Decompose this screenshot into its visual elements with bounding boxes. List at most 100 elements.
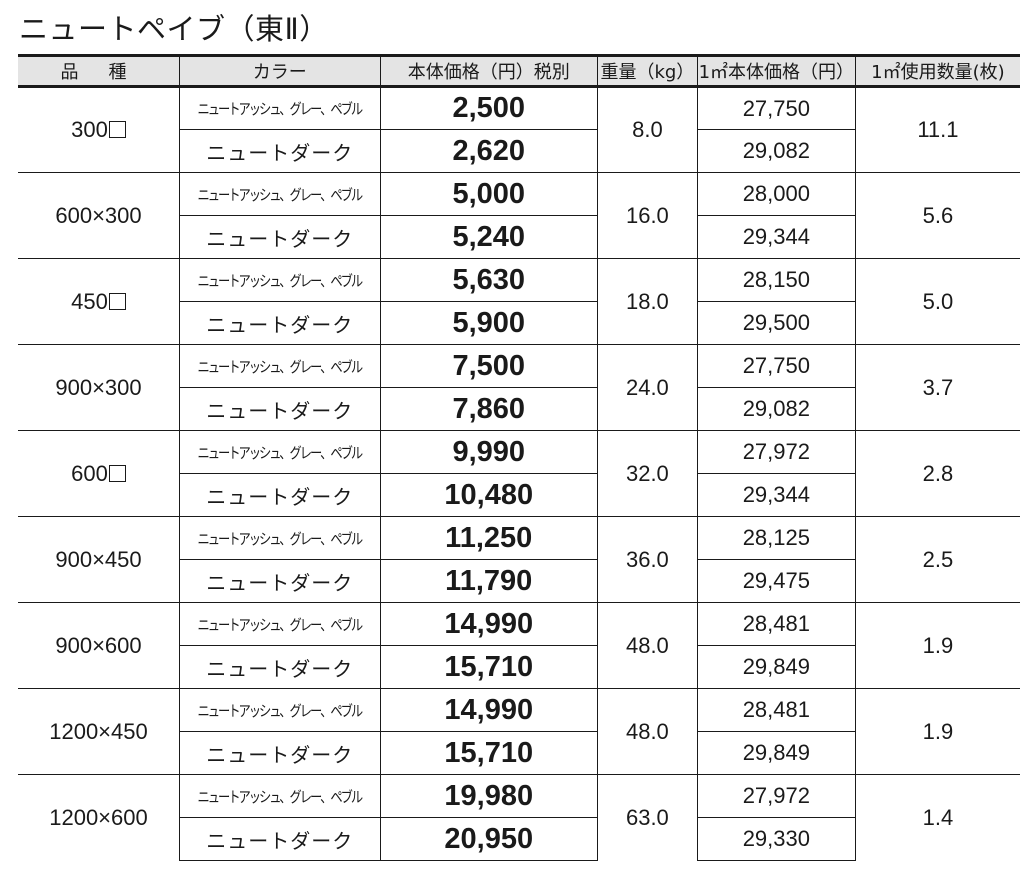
table-row: 1200×450 ニュートアッシュ、グレー、ペブル 14,990 48.0 28,481… — [18, 688, 1020, 775]
kind-cell: 1200×600 — [18, 774, 180, 861]
m2-qty-cell: 5.6 — [854, 172, 1020, 259]
color-cell: ニュートアッシュ、グレー、ペブル — [197, 86, 364, 130]
color-cell: ニュートアッシュ、グレー、ペブル — [197, 774, 364, 818]
m2-qty-cell: 1.4 — [854, 774, 1020, 861]
price-cell: 5,240 — [379, 215, 598, 259]
m2-qty-cell: 5.0 — [854, 258, 1020, 345]
kind-label: 600 — [71, 461, 126, 486]
table-header-row: 品種 カラー 本体価格（円）税別 重量（kg） 1㎡本体価格（円） 1㎡使用数量… — [18, 54, 1020, 88]
header-m2-price: 1㎡本体価格（円） — [696, 54, 856, 88]
m2-price-cell: 27,750 — [696, 86, 856, 130]
kind-cell: 900×300 — [18, 344, 180, 431]
table-row: ニュートダーク 5,240 29,344 — [18, 215, 1020, 259]
kind-cell: 600 — [18, 430, 180, 517]
m2-price-cell: 29,475 — [696, 559, 856, 603]
m2-price-cell: 29,330 — [696, 817, 856, 861]
weight-cell: 36.0 — [596, 516, 698, 603]
color-cell: ニュートダーク — [178, 731, 381, 775]
kind-cell: 1200×450 — [18, 688, 180, 775]
kind-cell: 900×450 — [18, 516, 180, 603]
price-cell: 20,950 — [379, 817, 598, 861]
header-price: 本体価格（円）税別 — [379, 54, 598, 88]
weight-cell: 32.0 — [596, 430, 698, 517]
weight-cell: 48.0 — [596, 688, 698, 775]
price-cell: 19,980 — [379, 774, 598, 818]
color-cell: ニュートダーク — [178, 387, 381, 431]
color-cell: ニュートアッシュ、グレー、ペブル — [197, 688, 364, 732]
kind-label: 900×300 — [55, 374, 142, 400]
kind-label: 600×300 — [55, 202, 142, 228]
kind-label: 900×450 — [55, 546, 142, 572]
price-cell: 9,990 — [379, 430, 598, 474]
color-cell: ニュートダーク — [178, 301, 381, 345]
price-cell: 11,790 — [379, 559, 598, 603]
price-cell: 10,480 — [379, 473, 598, 517]
price-cell: 7,860 — [379, 387, 598, 431]
square-icon — [108, 292, 126, 310]
color-cell: ニュートアッシュ、グレー、ペブル — [197, 172, 364, 216]
m2-price-cell: 28,481 — [696, 688, 856, 732]
table-row: 600 ニュートアッシュ、グレー、ペブル 9,990 32.0 27,972 2.8 — [18, 430, 1020, 517]
price-cell: 2,620 — [379, 129, 598, 173]
price-cell: 15,710 — [379, 731, 598, 775]
table-row: ニュートダーク 20,950 29,330 — [18, 817, 1020, 861]
header-weight: 重量（kg） — [596, 54, 698, 88]
m2-qty-cell: 2.8 — [854, 430, 1020, 517]
m2-price-cell: 27,750 — [696, 344, 856, 388]
color-cell: ニュートダーク — [178, 473, 381, 517]
price-cell: 14,990 — [379, 688, 598, 732]
m2-price-cell: 27,972 — [696, 774, 856, 818]
kind-cell: 900×600 — [18, 602, 180, 689]
square-icon — [108, 121, 126, 138]
price-cell: 14,990 — [379, 602, 598, 646]
table-row: ニュートダーク 11,790 29,475 — [18, 559, 1020, 603]
color-cell: ニュートダーク — [178, 215, 381, 259]
table-body: 300 ニュートアッシュ、グレー、ペブル 2,500 8.0 27,750 11.1 ニュー… — [18, 86, 1020, 861]
m2-price-cell: 28,481 — [696, 602, 856, 646]
weight-cell: 48.0 — [596, 602, 698, 689]
kind-cell: 450 — [18, 258, 180, 345]
table-row: 600×300 ニュートアッシュ、グレー、ペブル 5,000 16.0 28,000 5.… — [18, 172, 1020, 259]
page-title: ニュートペイブ（東Ⅱ） — [19, 12, 329, 46]
header-kind: 品種 — [18, 54, 180, 88]
color-cell: ニュートアッシュ、グレー、ペブル — [197, 516, 364, 560]
color-cell: ニュートダーク — [178, 129, 381, 173]
square-icon — [108, 464, 126, 482]
table-row: ニュートダーク 15,710 29,849 — [18, 645, 1020, 689]
kind-label: 1200×600 — [49, 804, 148, 830]
table-row: ニュートダーク 10,480 29,344 — [18, 473, 1020, 517]
color-cell: ニュートアッシュ、グレー、ペブル — [197, 258, 364, 302]
m2-price-cell: 29,344 — [696, 215, 856, 259]
price-cell: 7,500 — [379, 344, 598, 388]
table-row: 1200×600 ニュートアッシュ、グレー、ペブル 19,980 63.0 27,972… — [18, 774, 1020, 861]
kind-cell: 300 — [18, 87, 179, 173]
weight-cell: 16.0 — [596, 172, 698, 259]
table-row: ニュートダーク 15,710 29,849 — [18, 731, 1020, 775]
color-cell: ニュートアッシュ、グレー、ペブル — [197, 602, 364, 646]
kind-label: 900×600 — [55, 632, 142, 658]
weight-cell: 18.0 — [596, 258, 698, 345]
header-m2-qty: 1㎡使用数量(枚) — [854, 54, 1020, 88]
weight-cell: 63.0 — [596, 774, 698, 861]
price-cell: 2,500 — [379, 86, 598, 130]
color-cell: ニュートアッシュ、グレー、ペブル — [197, 430, 364, 474]
color-cell: ニュートダーク — [178, 559, 381, 603]
kind-cell: 600×300 — [18, 172, 180, 259]
m2-price-cell: 29,344 — [696, 473, 856, 517]
table-row: 900×600 ニュートアッシュ、グレー、ペブル 14,990 48.0 28,481 1… — [18, 602, 1020, 689]
m2-price-cell: 28,000 — [696, 172, 856, 216]
m2-qty-cell: 11.1 — [854, 86, 1020, 173]
table-row: ニュートダーク 2,620 29,082 — [18, 129, 1020, 173]
m2-price-cell: 29,500 — [696, 301, 856, 345]
color-cell: ニュートダーク — [178, 645, 381, 689]
color-cell: ニュートダーク — [178, 817, 381, 861]
price-cell: 15,710 — [379, 645, 598, 689]
m2-price-cell: 29,849 — [696, 731, 856, 775]
price-cell: 11,250 — [379, 516, 598, 560]
table-row: ニュートダーク 7,860 29,082 — [18, 387, 1020, 431]
m2-qty-cell: 1.9 — [854, 688, 1020, 775]
kind-label: 300 — [71, 117, 126, 142]
kind-label: 450 — [71, 289, 126, 314]
m2-price-cell: 27,972 — [696, 430, 856, 474]
m2-price-cell: 28,125 — [696, 516, 856, 560]
